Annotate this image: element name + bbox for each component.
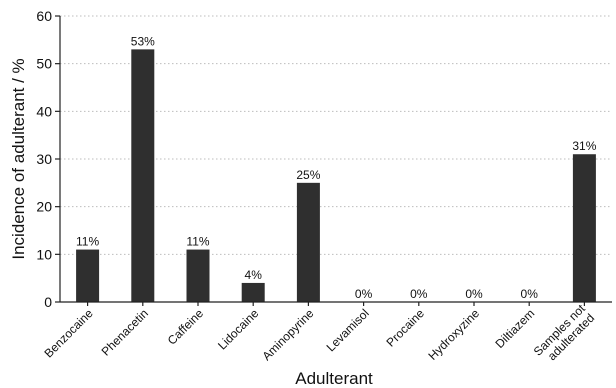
bar [241, 282, 265, 302]
y-tick-label: 60 [36, 8, 52, 24]
y-tick-label: 30 [36, 151, 52, 167]
y-axis-title: Incidence of adulterant / % [9, 58, 28, 259]
x-tick-label: Benzocaine [41, 306, 95, 360]
y-tick-label: 0 [44, 294, 52, 310]
x-tick-label: Caffeine [165, 306, 207, 348]
x-axis-title: Adulterant [295, 369, 373, 388]
x-tick-label-line: Aminopyrine [259, 306, 316, 363]
x-tick-label: Samples notadulterated [531, 301, 598, 368]
bar [76, 249, 100, 302]
x-tick-label: Diltiazem [493, 306, 538, 351]
data-label: 53% [131, 34, 155, 48]
x-tick-label: Lidocaine [215, 306, 261, 352]
data-label: 0% [355, 287, 373, 301]
x-tick-labels: Benzocaine Phenacetin Caffeine LidocaineAmi… [41, 301, 598, 368]
data-label: 31% [572, 139, 596, 153]
data-label: 11% [76, 235, 99, 249]
x-tick-label: Aminopyrine [259, 306, 316, 363]
x-tick-label-line: Lidocaine [215, 306, 261, 352]
x-tick-label: Levamisol [324, 306, 372, 354]
x-tick-label: Procaine [384, 306, 428, 350]
data-label: 25% [296, 168, 320, 182]
data-label: 0% [465, 287, 483, 301]
x-tick-label-line: Hydroxyzine [426, 306, 483, 363]
y-ticks: 0 10 20 30 40 50 60 [36, 8, 60, 310]
x-tick-label-line: Caffeine [165, 306, 207, 348]
x-tick-label-line: Diltiazem [493, 306, 538, 351]
bar [572, 154, 596, 302]
x-tick-label-line: Levamisol [324, 306, 372, 354]
y-tick-label: 10 [36, 246, 52, 262]
data-labels: 11% 53% 11% 4% 25% 0% 0% 0% 0% 31% [76, 34, 597, 301]
data-label: 0% [521, 287, 539, 301]
x-tick-label: Hydroxyzine [426, 306, 483, 363]
bar [186, 249, 210, 302]
bar [131, 49, 155, 302]
x-tick-label-line: Procaine [384, 306, 428, 350]
x-tick-label-line: Benzocaine [41, 306, 95, 360]
y-tick-label: 50 [36, 56, 52, 72]
y-tick-label: 20 [36, 199, 52, 215]
data-label: 11% [186, 235, 209, 249]
x-tick-label-line: Phenacetin [99, 306, 151, 358]
data-label: 4% [245, 268, 263, 282]
x-tick-label: Phenacetin [99, 306, 151, 358]
bar [296, 182, 320, 302]
data-label: 0% [410, 287, 428, 301]
bars [76, 49, 596, 302]
y-tick-label: 40 [36, 103, 52, 119]
